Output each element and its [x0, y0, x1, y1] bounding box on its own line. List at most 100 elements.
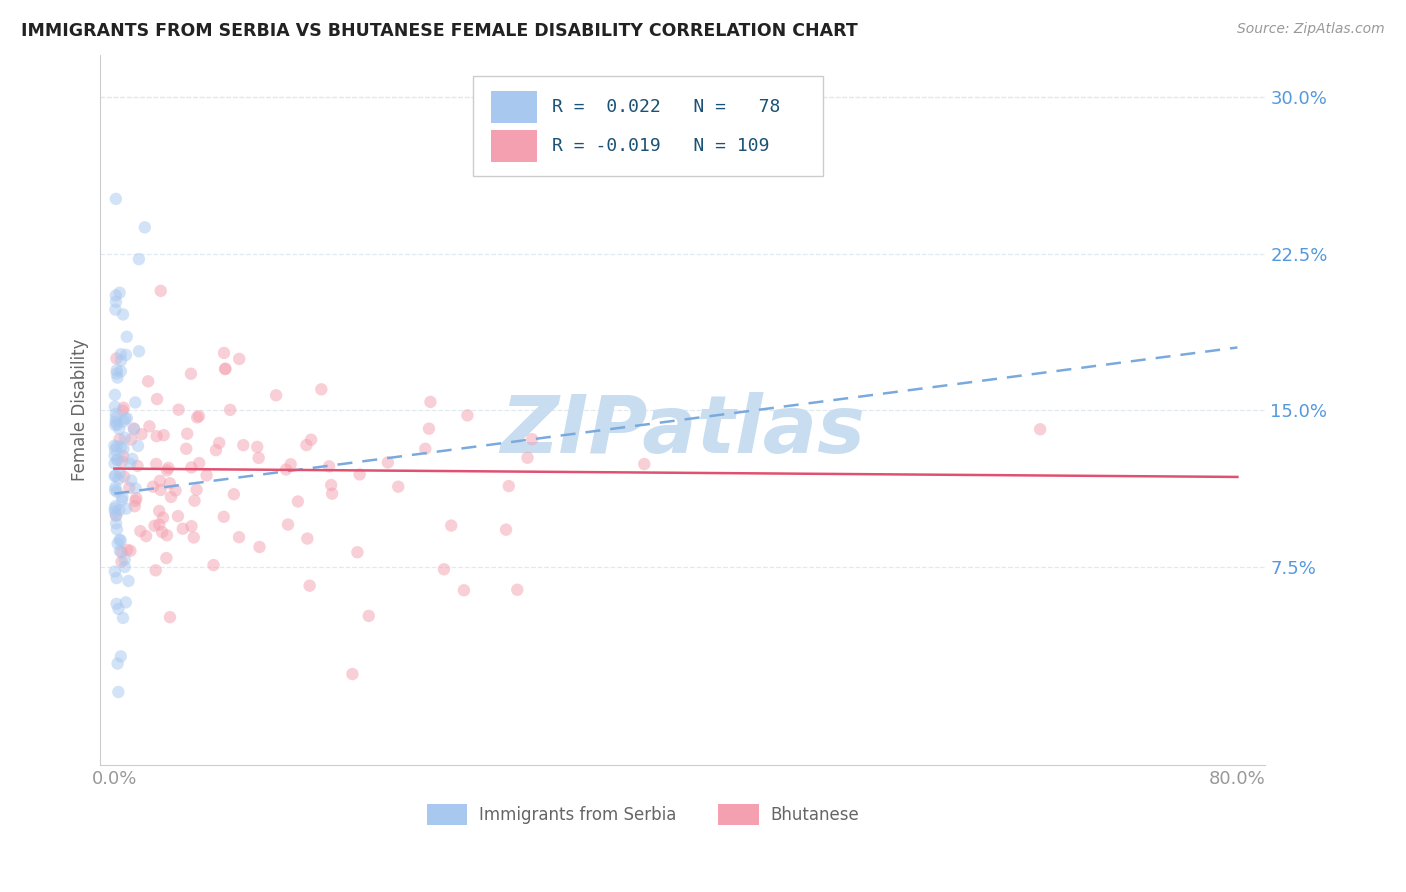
- Point: [1029, 422, 1052, 436]
- Point: [157, 461, 180, 475]
- Point: [498, 479, 520, 493]
- Point: [105, 516, 128, 531]
- Point: [247, 450, 270, 465]
- Point: [156, 463, 179, 477]
- Point: [120, 474, 142, 488]
- Point: [180, 460, 202, 475]
- Point: [108, 503, 131, 517]
- Point: [186, 483, 208, 497]
- Point: [104, 418, 127, 433]
- Point: [103, 457, 125, 471]
- Point: [160, 490, 183, 504]
- Point: [377, 455, 399, 469]
- Point: [107, 537, 129, 551]
- Point: [105, 351, 128, 366]
- Point: [321, 486, 343, 500]
- Point: [522, 432, 544, 446]
- Text: R =  0.022   N =   78: R = 0.022 N = 78: [553, 98, 780, 116]
- Point: [122, 422, 145, 436]
- Point: [155, 551, 177, 566]
- Point: [131, 427, 153, 442]
- Point: [108, 533, 131, 547]
- Text: R = -0.019   N = 109: R = -0.019 N = 109: [553, 137, 770, 155]
- Point: [114, 595, 136, 609]
- Point: [124, 493, 146, 508]
- Point: [159, 610, 181, 624]
- Point: [108, 544, 131, 558]
- Point: [134, 220, 156, 235]
- Point: [104, 415, 127, 429]
- Point: [214, 362, 236, 376]
- Point: [298, 579, 321, 593]
- Point: [318, 459, 340, 474]
- Point: [104, 411, 127, 425]
- Point: [148, 517, 170, 532]
- Point: [114, 411, 136, 425]
- Point: [149, 483, 172, 497]
- Point: [249, 540, 271, 554]
- Point: [433, 562, 456, 576]
- Point: [107, 472, 129, 486]
- Point: [104, 508, 127, 523]
- Point: [128, 344, 150, 359]
- Point: [104, 499, 127, 513]
- Point: [107, 657, 129, 671]
- Text: Bhutanese: Bhutanese: [770, 805, 859, 824]
- Point: [167, 509, 190, 524]
- Point: [104, 192, 127, 206]
- Point: [114, 560, 136, 574]
- Point: [127, 439, 149, 453]
- Point: [129, 524, 152, 538]
- Point: [295, 438, 318, 452]
- Y-axis label: Female Disability: Female Disability: [72, 339, 89, 482]
- Point: [111, 454, 134, 468]
- Point: [103, 439, 125, 453]
- Point: [115, 501, 138, 516]
- Point: [112, 415, 135, 429]
- FancyBboxPatch shape: [426, 805, 467, 825]
- Point: [127, 458, 149, 473]
- Point: [357, 608, 380, 623]
- Point: [172, 522, 194, 536]
- Point: [122, 421, 145, 435]
- Point: [104, 501, 127, 516]
- Point: [105, 440, 128, 454]
- Point: [111, 611, 134, 625]
- Point: [143, 518, 166, 533]
- Point: [110, 533, 132, 548]
- Point: [440, 518, 463, 533]
- Point: [105, 452, 128, 467]
- Point: [456, 409, 478, 423]
- Point: [108, 285, 131, 300]
- Point: [138, 419, 160, 434]
- Point: [274, 462, 297, 476]
- Point: [148, 504, 170, 518]
- Point: [149, 284, 172, 298]
- Point: [117, 574, 139, 588]
- Point: [120, 457, 142, 471]
- Point: [174, 442, 197, 456]
- Point: [180, 367, 202, 381]
- Point: [112, 308, 135, 322]
- Point: [104, 388, 127, 402]
- Point: [188, 456, 211, 470]
- Point: [264, 388, 287, 402]
- Point: [222, 487, 245, 501]
- Point: [413, 442, 436, 456]
- Point: [342, 667, 364, 681]
- Point: [104, 565, 127, 579]
- Point: [105, 484, 128, 499]
- Point: [145, 563, 167, 577]
- Point: [419, 395, 441, 409]
- Point: [104, 288, 127, 302]
- Point: [114, 552, 136, 566]
- Point: [135, 529, 157, 543]
- Point: [208, 436, 231, 450]
- Point: [104, 469, 127, 483]
- Point: [346, 545, 368, 559]
- Point: [108, 466, 131, 480]
- Point: [105, 367, 128, 381]
- Point: [104, 407, 127, 421]
- Point: [176, 426, 198, 441]
- Point: [105, 363, 128, 377]
